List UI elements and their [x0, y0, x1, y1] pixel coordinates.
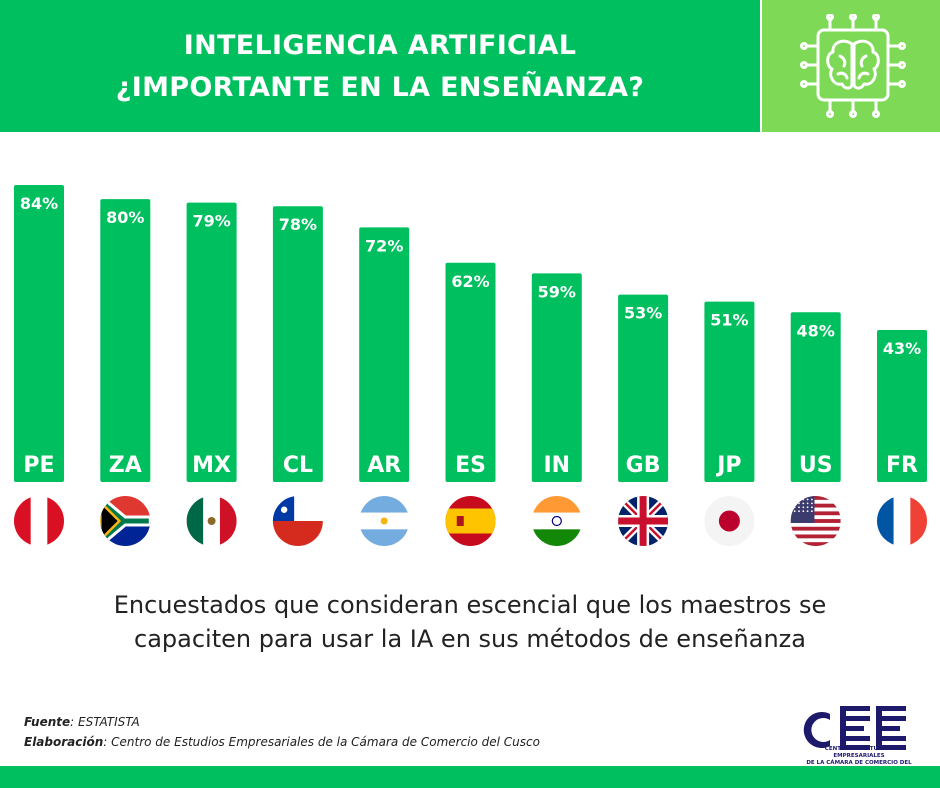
france-flag-icon — [877, 496, 927, 546]
category-label-es: ES — [455, 453, 486, 478]
elaboracion-value: : Centro de Estudios Empresariales de la… — [103, 735, 540, 749]
source-fuente: Fuente: ESTATISTA — [24, 712, 540, 732]
category-label-fr: FR — [886, 453, 918, 478]
bar-us — [790, 312, 841, 482]
bar-cl — [272, 206, 323, 482]
caption-line-2: capaciten para usar la IA en sus métodos… — [134, 625, 806, 653]
data-label-mx: 79% — [192, 212, 230, 231]
bar-pe — [14, 185, 64, 482]
category-label-us: US — [799, 453, 833, 478]
data-label-gb: 53% — [624, 304, 662, 323]
usa-flag-icon — [790, 496, 841, 546]
bar-jp — [704, 301, 755, 482]
data-label-cl: 78% — [279, 215, 317, 234]
header-banner: INTELIGENCIA ARTIFICIAL ¿IMPORTANTE EN L… — [0, 0, 760, 132]
data-label-ar: 72% — [365, 236, 403, 255]
bar-es — [445, 262, 496, 482]
category-label-ar: AR — [367, 453, 401, 478]
logo-text-line-1: CENTRO DE ESTUDIOS EMPRESARIALES — [824, 746, 894, 759]
fuente-value: : ESTATISTA — [70, 715, 140, 729]
data-label-jp: 51% — [710, 311, 748, 330]
bar-mx — [186, 202, 237, 482]
category-label-cl: CL — [283, 453, 313, 478]
argentina-flag-icon — [359, 496, 410, 546]
bar-fr — [877, 329, 927, 482]
mexico-flag-icon — [186, 496, 237, 546]
data-label-es: 62% — [451, 272, 489, 291]
data-label-in: 59% — [538, 282, 576, 301]
bar-gb — [618, 294, 669, 482]
india-flag-icon — [531, 496, 582, 546]
data-label-za: 80% — [106, 208, 144, 227]
category-label-jp: JP — [715, 453, 741, 478]
chart-caption: Encuestados que consideran escencial que… — [0, 588, 940, 656]
bar-za — [100, 199, 151, 482]
chile-flag-icon — [272, 496, 323, 546]
bar-in — [531, 273, 582, 482]
elaboracion-label: Elaboración — [24, 735, 104, 749]
category-label-in: IN — [543, 453, 570, 478]
footer-bar — [0, 766, 940, 788]
category-label-mx: MX — [192, 453, 231, 478]
data-label-pe: 84% — [20, 194, 58, 213]
uk-flag-icon — [618, 496, 669, 546]
source-elaboracion: Elaboración: Centro de Estudios Empresar… — [24, 732, 540, 752]
data-label-fr: 43% — [883, 339, 921, 358]
caption-line-1: Encuestados que consideran escencial que… — [113, 591, 827, 619]
bar-chart: 84% PE 80% ZA 79% MX 78% CL 72% AR 62% ES 59% IN 53% GB… — [14, 185, 927, 546]
title-line-1: INTELIGENCIA ARTIFICIAL — [183, 30, 577, 61]
category-label-za: ZA — [109, 453, 142, 478]
bar-ar — [359, 227, 410, 482]
cee-logo — [803, 706, 906, 750]
category-label-gb: GB — [626, 453, 661, 478]
data-label-us: 48% — [797, 321, 835, 340]
japan-flag-icon — [704, 496, 755, 546]
peru-flag-icon — [14, 496, 64, 546]
source-block: Fuente: ESTATISTA Elaboración: Centro de… — [24, 712, 540, 752]
brain-chip-icon — [800, 14, 906, 118]
fuente-label: Fuente — [24, 715, 71, 729]
south-africa-flag-icon — [100, 496, 151, 546]
category-label-pe: PE — [23, 453, 54, 478]
title-line-2: ¿IMPORTANTE EN LA ENSEÑANZA? — [115, 72, 645, 103]
spain-flag-icon — [445, 496, 496, 546]
